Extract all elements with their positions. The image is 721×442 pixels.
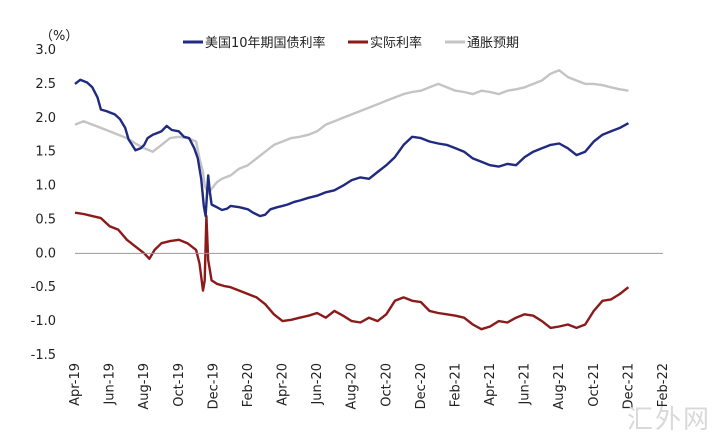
x-tick-label: Dec-20 (414, 363, 429, 409)
x-tick-label: Jun-19 (103, 363, 118, 406)
series-line (74, 78, 629, 218)
legend: 美国10年期国债利率 实际利率 通胀预期 (183, 35, 519, 51)
series-line (74, 69, 629, 195)
y-tick-label: 0.0 (35, 246, 56, 261)
x-axis-ticks: Apr-19 Jun-19 Aug-19 Oct-19 Dec-19 Feb-20 Apr-… (68, 363, 671, 410)
x-tick-label: Dec-19 (206, 363, 221, 409)
x-tick-label: Jun-20 (310, 363, 325, 406)
x-tick-label: Aug-21 (552, 363, 567, 410)
x-tick-label: Apr-19 (68, 363, 83, 406)
x-tick-label: Apr-21 (483, 363, 498, 406)
y-tick-label: 2.0 (35, 111, 56, 126)
x-tick-label: Feb-22 (656, 363, 671, 407)
y-unit-label: （%） (40, 29, 78, 44)
y-tick-label: -1.5 (31, 348, 56, 363)
x-tick-label: Oct-19 (172, 363, 187, 407)
x-tick-label: Feb-21 (448, 363, 463, 407)
x-tick-label: Feb-20 (241, 363, 256, 407)
x-tick-label: Dec-21 (621, 363, 636, 409)
y-tick-label: 2.5 (35, 77, 56, 92)
y-axis-ticks: 3.0 2.5 2.0 1.5 1.0 0.5 0.0 -0.5 -1.0 -1.5 (31, 43, 56, 363)
y-tick-label: 0.5 (35, 212, 56, 227)
x-tick-label: Jun-21 (518, 363, 533, 406)
x-tick-label: Apr-20 (276, 363, 291, 406)
y-tick-label: 1.5 (35, 145, 56, 160)
x-tick-label: Oct-20 (379, 363, 394, 407)
y-tick-label: -1.0 (31, 314, 56, 329)
x-tick-label: Aug-20 (345, 363, 360, 410)
legend-label: 美国10年期国债利率 (205, 35, 326, 51)
x-tick-label: Oct-21 (587, 363, 602, 407)
legend-label: 实际利率 (370, 35, 422, 51)
series-line (74, 211, 630, 331)
legend-label: 通胀预期 (467, 36, 519, 51)
y-tick-label: 3.0 (35, 43, 56, 58)
series-layer (74, 69, 630, 331)
watermark: 汇外网 (626, 405, 711, 435)
y-tick-label: -0.5 (31, 280, 56, 295)
x-tick-label: Aug-19 (137, 363, 152, 410)
y-tick-label: 1.0 (35, 179, 56, 194)
